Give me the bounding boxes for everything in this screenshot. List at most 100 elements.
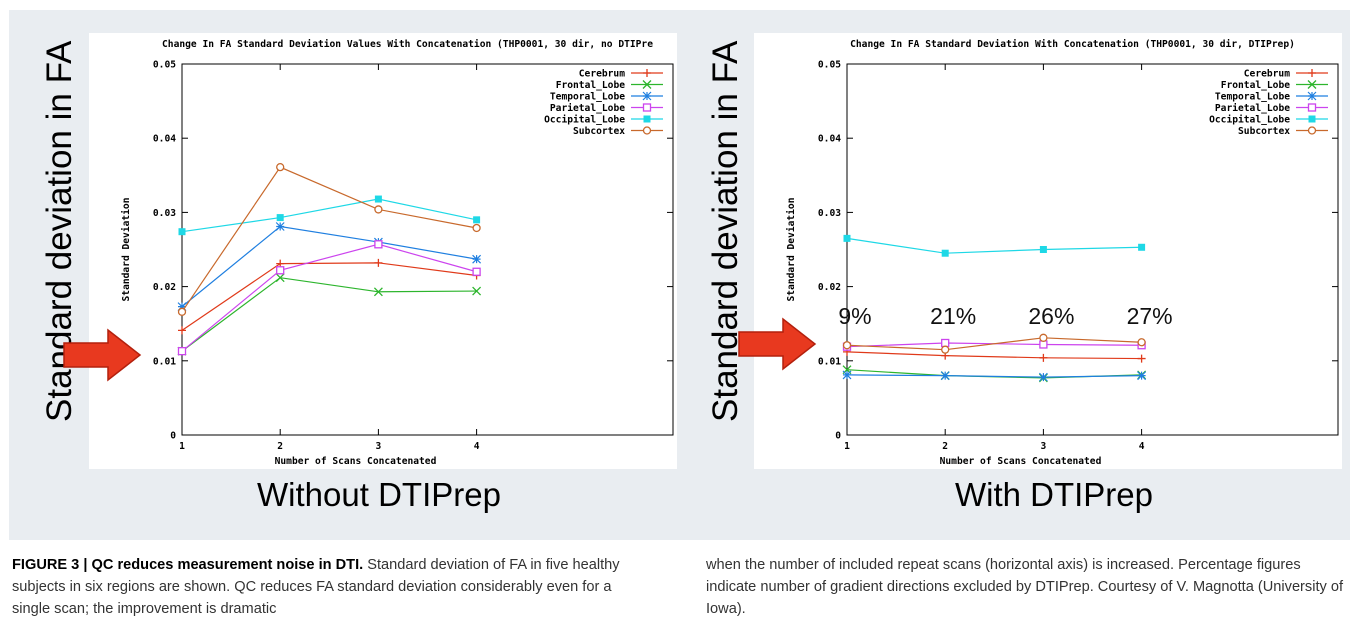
caption-heading: FIGURE 3 | QC reduces measurement noise … [12,557,364,573]
left-legend-marker-cerebrum [643,69,651,77]
left-point-subcortex [276,162,285,172]
right-point-subcortex [842,341,852,350]
figure-panel: Standard deviation in FA Change In FA St… [9,10,1350,540]
right-series-subcortex [842,333,1146,354]
right-legend-marker-occipital-lobe [1308,115,1316,123]
right-annotation-percent: 9% [838,303,871,329]
left-series-frontal-lobe [177,273,482,356]
left-point-subcortex [177,307,187,316]
left-legend-label-temporal-lobe: Temporal_Lobe [550,92,625,103]
left-series-parietal-lobe [177,240,481,356]
right-chart-title: Change In FA Standard Deviation With Con… [850,38,1295,50]
right-chart-card: Change In FA Standard Deviation With Con… [754,33,1342,469]
right-xtick-label: 3 [1041,441,1047,452]
left-point-temporal-lobe [177,302,187,312]
left-ytick-label: 0.02 [153,282,176,293]
right-point-temporal-lobe [842,370,852,380]
right-line-cerebrum [846,351,1142,360]
left-xtick-label: 1 [179,441,185,452]
right-legend-marker-cerebrum [1308,69,1316,77]
left-ytick-label: 0.03 [153,208,176,219]
right-xtick-label: 4 [1139,441,1145,452]
left-legend-label-occipital-lobe: Occipital_Lobe [544,114,625,126]
left-legend-marker-subcortex [642,126,652,135]
right-ytick-label: 0.01 [818,356,841,367]
left-point-frontal-lobe [275,273,285,283]
left-point-parietal-lobe [276,266,285,275]
left-ytick-label: 0.04 [153,134,176,145]
right-legend-label-temporal-lobe: Temporal_Lobe [1215,92,1290,103]
right-point-cerebrum [1137,354,1146,363]
right-legend-label-cerebrum: Cerebrum [1244,69,1290,80]
left-point-occipital-lobe [276,214,284,222]
left-chart-title: Change In FA Standard Deviation Values W… [162,38,653,50]
right-point-temporal-lobe [940,371,950,381]
right-xtick-label: 1 [844,441,850,452]
left-series-cerebrum [178,258,481,335]
left-point-occipital-lobe [178,228,186,236]
right-series-temporal-lobe [842,370,1147,382]
left-line-cerebrum [181,262,477,331]
right-x-axis-label: Number of Scans Concatenated [940,456,1102,467]
right-series-parietal-lobe [842,338,1146,351]
left-line-parietal-lobe [181,243,477,352]
left-legend-marker-frontal-lobe [642,80,652,89]
caption-right-text: when the number of included repeat scans… [706,557,1344,617]
left-point-temporal-lobe [472,254,482,264]
left-red-arrow-icon [63,328,142,382]
right-condition-label: With DTIPrep [954,476,1154,513]
left-point-temporal-lobe [275,222,285,231]
right-point-occipital-lobe [843,234,851,242]
right-legend-marker-temporal-lobe [1307,91,1317,101]
right-legend-marker-frontal-lobe [1307,80,1317,89]
right-point-subcortex [1039,333,1048,342]
right-ytick-label: 0.02 [818,282,841,293]
left-y-axis-label: Standard Deviation [120,197,132,301]
right-legend-label-parietal-lobe: Parietal_Lobe [1215,102,1290,114]
left-line-frontal-lobe [181,277,477,352]
left-legend-marker-parietal-lobe [642,103,652,112]
left-point-occipital-lobe [473,216,481,224]
left-series-occipital-lobe [178,195,481,236]
left-xtick-label: 4 [474,441,480,452]
left-x-axis-label: Number of Scans Concatenated [275,456,437,467]
right-y-axis-label: Standard Deviation [785,197,797,301]
right-line-occipital-lobe [846,237,1142,254]
left-series-temporal-lobe [177,222,482,312]
left-ytick-label: 0.05 [153,60,176,71]
left-chart-card: Change In FA Standard Deviation Values W… [89,33,677,469]
left-legend-label-frontal-lobe: Frontal_Lobe [556,80,626,91]
right-series-cerebrum [843,347,1146,363]
left-point-parietal-lobe [177,347,187,356]
right-ytick-label: 0.04 [818,134,841,145]
left-ytick-label: 0 [170,431,176,442]
right-legend-label-occipital-lobe: Occipital_Lobe [1209,114,1290,126]
right-point-occipital-lobe [1138,243,1146,251]
right-point-occipital-lobe [1039,246,1047,253]
right-line-subcortex [846,337,1142,351]
left-point-occipital-lobe [374,195,382,203]
left-point-parietal-lobe [374,240,383,249]
left-legend-marker-occipital-lobe [643,115,651,123]
figure-caption: FIGURE 3 | QC reduces measurement noise … [0,554,1359,629]
right-annotation-percent: 26% [1028,303,1074,329]
left-point-cerebrum [178,326,186,335]
right-legend-label-subcortex: Subcortex [1238,126,1290,137]
right-point-temporal-lobe [1038,372,1048,382]
left-line-subcortex [181,166,477,313]
right-point-temporal-lobe [1137,371,1147,381]
left-xtick-label: 3 [376,441,382,452]
left-plot-frame [181,63,674,436]
right-xtick-label: 2 [942,441,948,452]
left-legend-marker-temporal-lobe [642,91,652,101]
left-legend-label-cerebrum: Cerebrum [579,69,625,80]
right-legend-marker-subcortex [1307,126,1317,135]
right-ytick-label: 0.05 [818,60,841,71]
left-point-subcortex [472,223,481,233]
right-annotation-percent: 21% [930,303,976,329]
left-ytick-label: 0.01 [153,356,176,367]
right-point-subcortex [941,345,950,354]
right-plot-frame [846,63,1339,436]
left-point-cerebrum [374,258,383,267]
right-line-temporal-lobe [846,374,1142,378]
